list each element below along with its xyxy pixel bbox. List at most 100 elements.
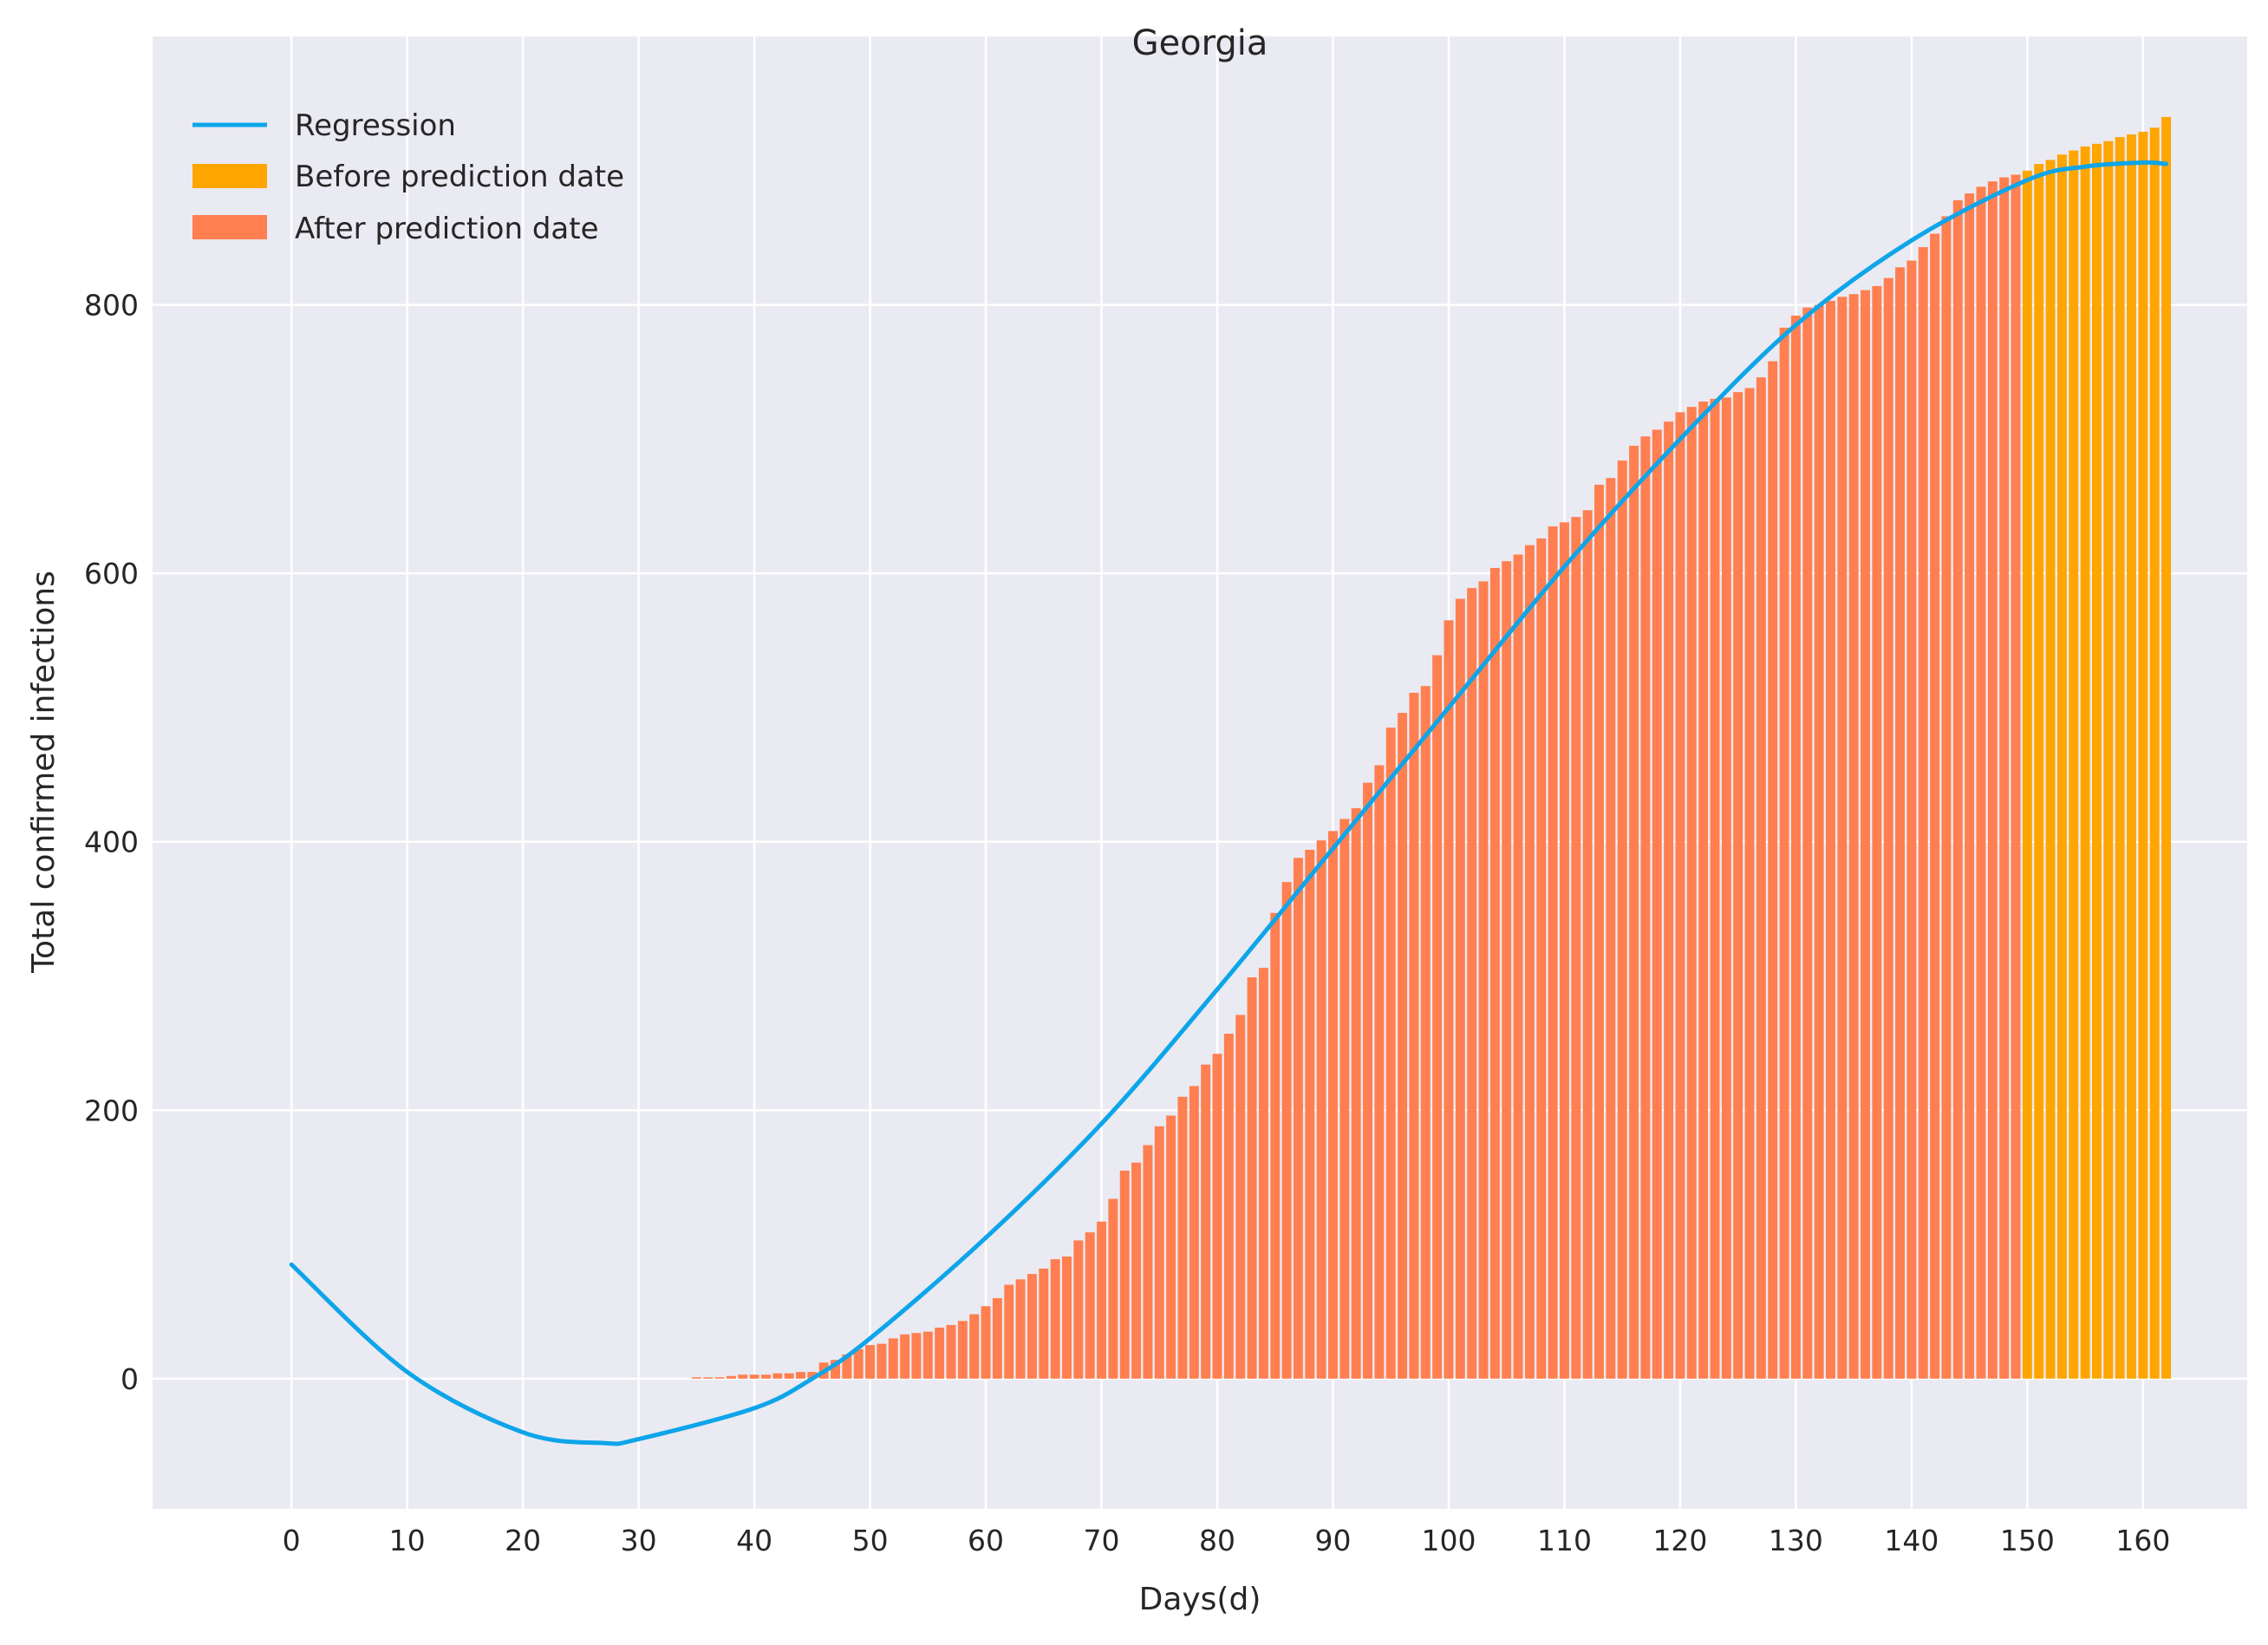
bar-after [1039, 1268, 1049, 1379]
bar-after [1848, 294, 1859, 1379]
bar-after [1756, 377, 1766, 1379]
bar-after [1004, 1284, 1014, 1379]
bar-after [1108, 1198, 1118, 1379]
bar-after [1223, 1034, 1234, 1379]
bar-after [1097, 1221, 1107, 1379]
bar-after [714, 1377, 725, 1379]
y-axis-label: Total confirmed infections [26, 571, 62, 974]
bar-after [1536, 538, 1547, 1379]
bar-after [1154, 1126, 1164, 1379]
x-tick-labels: 0 10 20 30 40 50 60 70 80 90 100 110 120 130 140 150 160 [283, 1524, 2171, 1557]
bar-after [1247, 977, 1257, 1379]
legend: Regression Before prediction date After … [192, 108, 624, 246]
bar-after [784, 1373, 794, 1379]
bar-after [1976, 186, 1986, 1379]
bar-after [831, 1360, 841, 1379]
y-tick-label: 0 [121, 1362, 139, 1396]
bar-after [749, 1374, 759, 1379]
x-tick-label: 20 [505, 1524, 541, 1557]
bar-after [1374, 765, 1385, 1379]
bar-after [1281, 882, 1292, 1379]
bar-after [1420, 686, 1431, 1379]
bar-after [1895, 267, 1906, 1379]
bar-after [1467, 588, 1477, 1379]
x-tick-label: 0 [283, 1524, 301, 1557]
bar-after [1825, 300, 1835, 1379]
bar-after [935, 1328, 945, 1379]
bar-after [981, 1306, 991, 1379]
bar-after [1952, 199, 1963, 1379]
bar-after [1941, 216, 1952, 1379]
bar-after [1143, 1145, 1153, 1379]
bar-before [2022, 170, 2032, 1379]
bar-after [1328, 831, 1338, 1379]
bar-after [1363, 782, 1373, 1379]
bar-after [1026, 1274, 1037, 1379]
bar-after [1582, 510, 1593, 1379]
bar-after [1594, 484, 1604, 1379]
bar-after [1548, 525, 1558, 1379]
bar-after [1686, 407, 1697, 1379]
bar-after [1790, 315, 1801, 1379]
regression-line [289, 160, 2169, 1446]
bar-after [1814, 304, 1824, 1379]
bar-after [1316, 840, 1326, 1379]
bar-after [1629, 446, 1639, 1379]
x-tick-label: 30 [621, 1524, 657, 1557]
bar-after [1606, 478, 1616, 1379]
bar-after [796, 1372, 805, 1379]
bar-after [888, 1338, 898, 1379]
bar-after [1478, 581, 1489, 1379]
bar-after [1571, 517, 1581, 1379]
x-tick-label: 140 [1884, 1524, 1939, 1557]
bars-after-prediction [691, 174, 2021, 1379]
bar-after [760, 1374, 771, 1379]
bar-after [703, 1377, 714, 1379]
x-tick-label: 130 [1769, 1524, 1823, 1557]
legend-before-swatch [192, 164, 267, 188]
bar-before [2115, 137, 2125, 1379]
bar-before [2161, 116, 2172, 1379]
bar-after [1652, 429, 1662, 1379]
bar-after [1189, 1086, 1199, 1379]
x-tick-label: 40 [736, 1524, 772, 1557]
x-tick-label: 80 [1199, 1524, 1235, 1557]
bar-after [1675, 412, 1685, 1379]
bar-after [1073, 1240, 1084, 1379]
bar-after [1721, 397, 1731, 1379]
legend-regression-label: Regression [295, 108, 456, 143]
bar-after [1779, 327, 1789, 1379]
bar-after [1398, 713, 1408, 1379]
bar-after [1930, 233, 1940, 1379]
bar-after [1999, 177, 2010, 1379]
x-tick-label: 70 [1084, 1524, 1120, 1557]
bar-after [1050, 1259, 1060, 1379]
x-tick-label: 50 [852, 1524, 889, 1557]
bar-after [691, 1377, 701, 1379]
bar-after [1201, 1064, 1211, 1379]
bar-after [1131, 1162, 1142, 1379]
bar-after [1664, 421, 1674, 1379]
bar-after [1987, 181, 1998, 1379]
x-axis-label: Days(d) [1139, 1582, 1261, 1617]
y-tick-label: 800 [84, 289, 139, 323]
legend-after-swatch [192, 215, 267, 239]
bar-after [1062, 1257, 1072, 1379]
bar-after [1270, 912, 1281, 1379]
bar-after [738, 1374, 748, 1379]
bar-after [911, 1333, 922, 1379]
bar-after [946, 1324, 956, 1379]
bar-after [969, 1314, 980, 1379]
bar-after [957, 1321, 968, 1379]
x-tick-label: 10 [389, 1524, 426, 1557]
bar-before [2069, 150, 2079, 1379]
bar-after [1489, 567, 1500, 1379]
y-tick-label: 400 [84, 826, 139, 859]
bar-after [1872, 285, 1882, 1379]
bar-after [1513, 554, 1523, 1379]
bar-after [1906, 260, 1917, 1379]
bar-after [1339, 819, 1350, 1379]
x-tick-label: 60 [968, 1524, 1004, 1557]
bar-after [1119, 1170, 1130, 1379]
x-tick-label: 160 [2115, 1524, 2170, 1557]
